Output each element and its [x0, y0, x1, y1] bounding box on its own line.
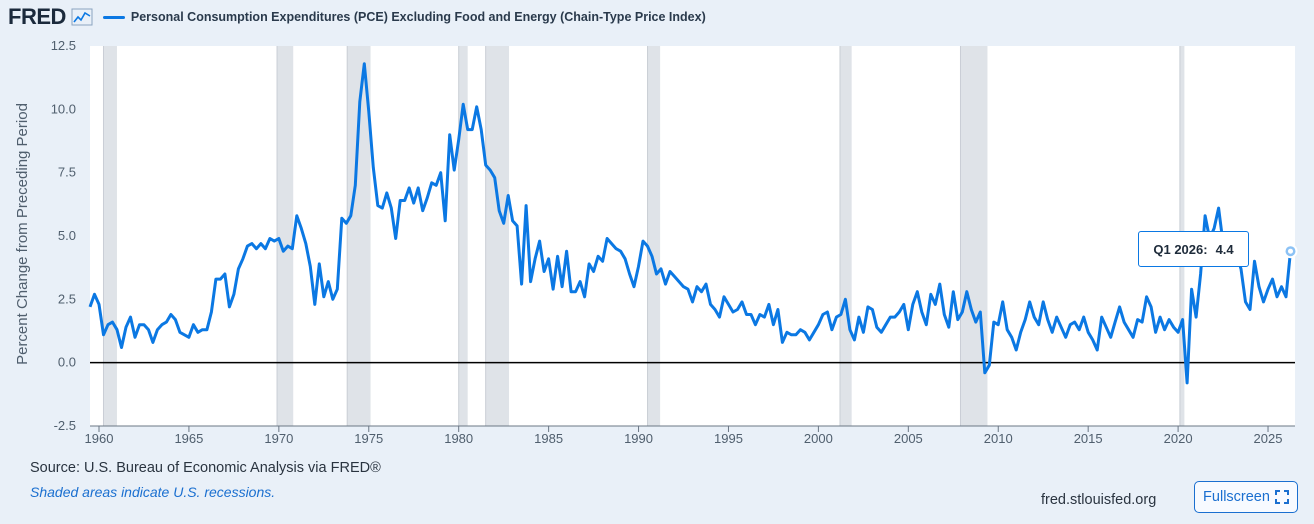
series-line: [88, 62, 1292, 385]
x-tick-label: 1960: [85, 431, 114, 446]
recession-note[interactable]: Shaded areas indicate U.S. recessions.: [30, 484, 276, 500]
x-tick-label: 1965: [174, 431, 203, 446]
x-tick-label: 1990: [624, 431, 653, 446]
recession-band: [485, 46, 510, 426]
recession-band: [647, 46, 661, 426]
y-axis-label: Percent Change from Preceding Period: [14, 103, 31, 365]
chart-header: FRED Personal Consumption Expenditures (…: [8, 4, 706, 30]
plot-area: [90, 46, 1295, 426]
data-series: [88, 62, 1298, 385]
series-legend-line: [102, 15, 125, 19]
y-tick-label: 2.5: [58, 291, 76, 306]
x-tick-label: 2015: [1074, 431, 1103, 446]
highlight-point-center: [1288, 248, 1294, 254]
y-tick-label: 12.5: [51, 38, 76, 53]
series-title[interactable]: Personal Consumption Expenditures (PCE) …: [130, 10, 706, 24]
x-tick-label: 2005: [894, 431, 923, 446]
x-tick-label: 1975: [354, 431, 383, 446]
fullscreen-button[interactable]: Fullscreen: [1194, 481, 1298, 513]
y-tick-label: 5.0: [58, 228, 76, 243]
recession-band: [103, 46, 117, 426]
data-tooltip: Q1 2026: 4.4: [1138, 231, 1249, 267]
x-tick-label: 2020: [1164, 431, 1193, 446]
x-tick-label: 2010: [984, 431, 1013, 446]
recession-band: [347, 46, 371, 426]
fullscreen-label: Fullscreen: [1203, 489, 1270, 505]
y-tick-label: 10.0: [51, 101, 76, 116]
x-tick-label: 2025: [1254, 431, 1283, 446]
source-note: Source: U.S. Bureau of Economic Analysis…: [30, 460, 381, 476]
line-chart-icon: [71, 8, 93, 26]
fred-logo[interactable]: FRED: [8, 4, 66, 29]
x-axis-ticks: 1960 1965 1970 1975 1980 1985 1990 1995 2000 2005…: [85, 425, 1295, 446]
site-url[interactable]: fred.stlouisfed.org: [1041, 492, 1157, 508]
x-tick-label: 1995: [714, 431, 743, 446]
tooltip-label: Q1 2026:: [1153, 241, 1208, 257]
y-tick-label: 7.5: [58, 165, 76, 180]
x-tick-label: 1985: [534, 431, 563, 446]
y-tick-label: 0.0: [58, 355, 76, 370]
y-tick-label: -2.5: [54, 418, 76, 433]
recession-band: [458, 46, 468, 426]
recession-band: [277, 46, 294, 426]
recession-band: [839, 46, 852, 426]
tooltip-value: 4.4: [1215, 241, 1234, 257]
fullscreen-icon: [1274, 490, 1289, 504]
x-tick-label: 1970: [264, 431, 293, 446]
x-tick-label: 2000: [804, 431, 833, 446]
y-axis-ticks: -2.5 0.0 2.5 5.0 7.5 10.0 12.5: [51, 38, 76, 433]
x-tick-label: 1980: [444, 431, 473, 446]
